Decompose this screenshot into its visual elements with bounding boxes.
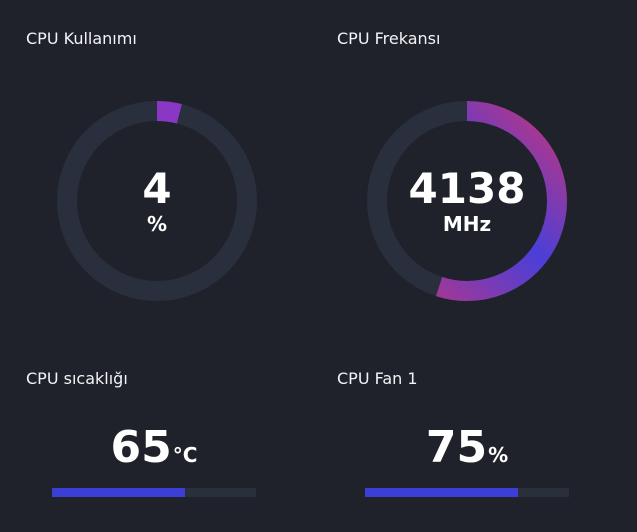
cpu-fan-readout: 75% (365, 426, 569, 470)
cpu-temperature-readout: 65°C (52, 426, 256, 470)
cpu-frequency-value: 4138 (408, 164, 526, 213)
cpu-usage-value: 4 (142, 164, 172, 213)
cpu-frequency-gauge-ring (367, 101, 567, 301)
cpu-usage-gauge-arc (57, 101, 257, 301)
cpu-temperature-bar-fill (52, 488, 185, 497)
cpu-usage-gauge: 4 % (57, 101, 257, 301)
cpu-temperature-title: CPU sıcaklığı (26, 369, 128, 388)
cpu-frequency-readout: 4138 MHz (367, 101, 567, 301)
cpu-frequency-gauge: 4138 MHz (367, 101, 567, 301)
cpu-frequency-unit: MHz (442, 212, 492, 236)
cpu-fan-value: 75 (425, 422, 488, 473)
cpu-usage-title: CPU Kullanımı (26, 29, 137, 48)
cpu-usage-readout: 4 % (57, 101, 257, 301)
cpu-fan-bar (365, 488, 569, 497)
cpu-frequency-title: CPU Frekansı (337, 29, 441, 48)
cpu-frequency-gauge-arc (367, 101, 567, 301)
cpu-temperature-bar (52, 488, 256, 497)
cpu-usage-gauge-ring (57, 101, 257, 301)
cpu-temperature-unit: °C (172, 443, 198, 467)
cpu-fan-bar-fill (365, 488, 518, 497)
cpu-fan-unit: % (488, 443, 509, 467)
cpu-usage-unit: % (146, 212, 168, 236)
cpu-temperature-value: 65 (110, 422, 172, 473)
cpu-fan-title: CPU Fan 1 (337, 369, 418, 388)
